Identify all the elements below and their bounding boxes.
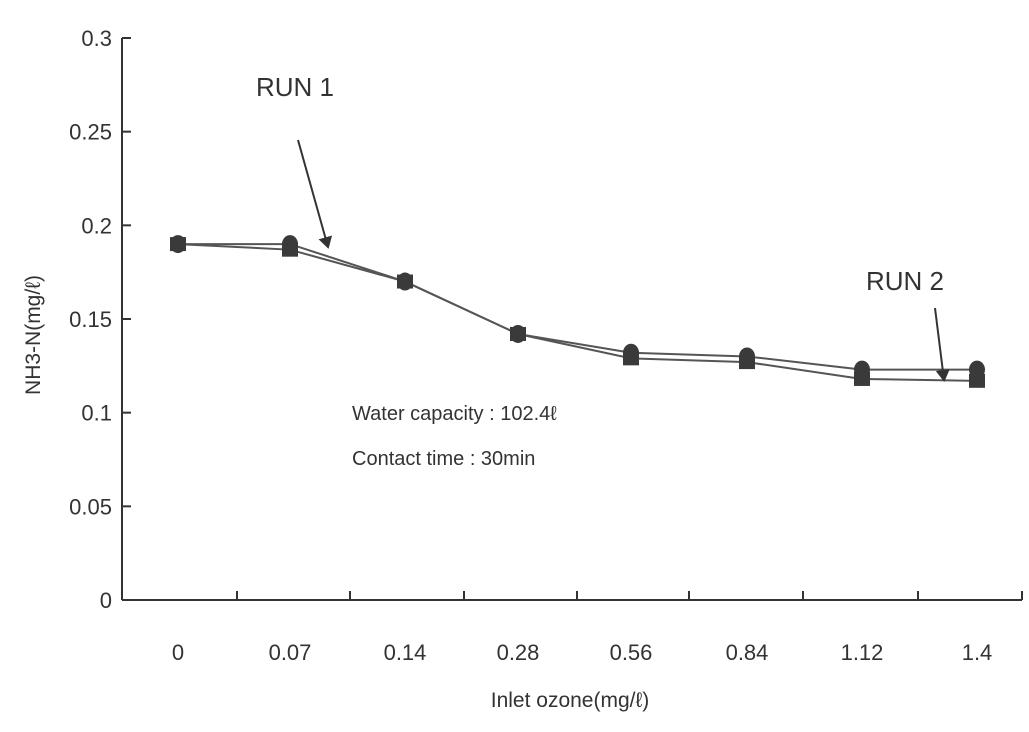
x-tick-label: 0.14 bbox=[384, 640, 427, 665]
series-lines bbox=[177, 243, 978, 382]
annotations: RUN 1 RUN 2 bbox=[256, 72, 950, 382]
data-point bbox=[623, 351, 639, 366]
notes: Water capacity : 102.4ℓ Contact time : 30… bbox=[352, 403, 557, 470]
y-ticks: 0 0.05 0.1 0.15 0.2 0.25 0.3 bbox=[69, 26, 131, 613]
y-tick-label: 0 bbox=[100, 588, 112, 613]
data-point bbox=[397, 274, 413, 289]
x-tick-label: 1.4 bbox=[962, 640, 993, 665]
data-point bbox=[969, 373, 985, 388]
y-tick-label: 0.2 bbox=[81, 213, 112, 238]
axes bbox=[121, 38, 1022, 601]
note-text: Water capacity : 102.4ℓ bbox=[352, 403, 557, 425]
annotation-label: RUN 2 bbox=[866, 266, 944, 296]
x-tick-label: 0 bbox=[172, 640, 184, 665]
y-tick-label: 0.05 bbox=[69, 494, 112, 519]
series-line-1 bbox=[178, 243, 977, 371]
data-point bbox=[170, 237, 186, 252]
x-tick-label: 1.12 bbox=[841, 640, 884, 665]
y-tick-label: 0.25 bbox=[69, 120, 112, 145]
x-tick-label: 0.28 bbox=[497, 640, 540, 665]
x-tick-label: 0.84 bbox=[726, 640, 769, 665]
data-point bbox=[510, 326, 526, 341]
series-line-2 bbox=[177, 243, 978, 382]
x-ticks: 0 0.07 0.14 0.28 0.56 0.84 1.12 1.4 bbox=[121, 591, 1023, 665]
series-markers bbox=[170, 235, 985, 388]
data-point bbox=[282, 242, 298, 257]
annotation-arrow bbox=[297, 139, 333, 249]
y-tick-label: 0.1 bbox=[81, 401, 112, 426]
x-tick-label: 0.56 bbox=[610, 640, 653, 665]
note-text: Contact time : 30min bbox=[352, 448, 535, 470]
annotation-label: RUN 1 bbox=[256, 72, 334, 102]
y-axis-title: NH3-N(mg/ℓ) bbox=[22, 275, 45, 395]
y-tick-label: 0.15 bbox=[69, 307, 112, 332]
x-axis-title: Inlet ozone(mg/ℓ) bbox=[491, 689, 650, 712]
data-point bbox=[739, 355, 755, 370]
annotation-arrow bbox=[934, 307, 950, 382]
y-tick-label: 0.3 bbox=[81, 26, 112, 51]
x-tick-label: 0.07 bbox=[269, 640, 312, 665]
data-point bbox=[854, 371, 870, 386]
